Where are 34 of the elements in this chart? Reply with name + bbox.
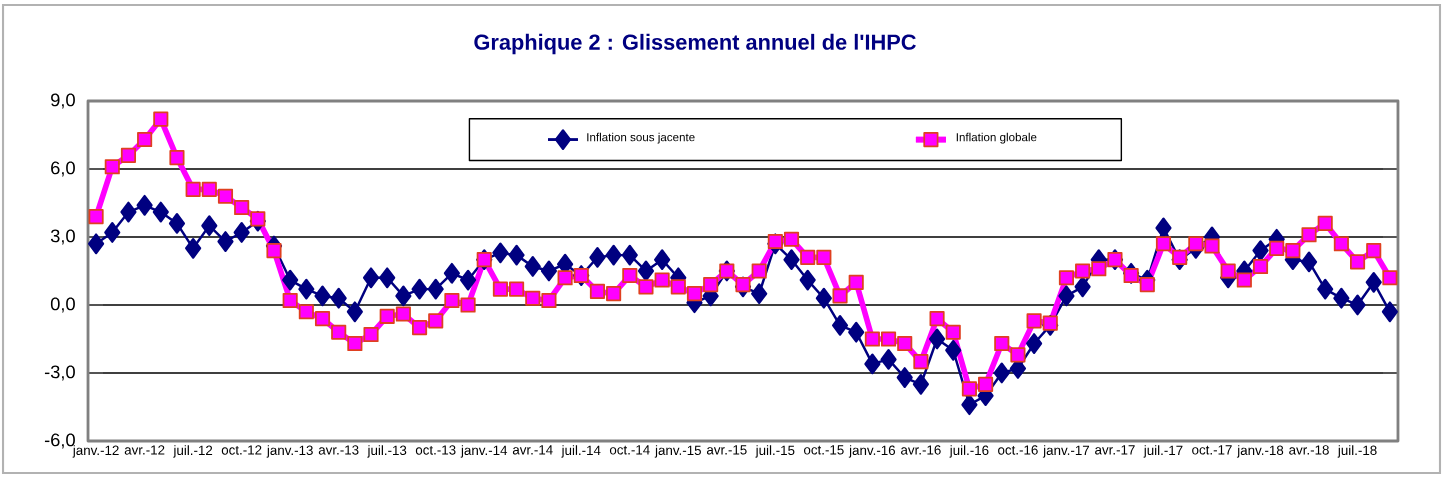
- y-tick-label: 6,0: [51, 161, 75, 177]
- x-tick-label: avr.-14: [512, 445, 553, 455]
- x-tick-label: janv.-17: [1042, 445, 1089, 458]
- x-tick-label: juil.-17: [1143, 445, 1183, 458]
- chart-title: Graphique 2 : Glissement annuel de l'IHPC: [474, 33, 916, 55]
- x-tick-label: janv.-18: [1236, 445, 1284, 458]
- x-tick-label: oct.-16: [998, 445, 1038, 455]
- x-tick-label: juil.-12: [173, 445, 213, 458]
- x-tick-label: juil.-15: [755, 445, 795, 458]
- x-tick-label: avr.-16: [901, 445, 941, 455]
- x-tick-label: janv.-13: [266, 445, 313, 458]
- x-tick-label: oct.-14: [609, 445, 650, 455]
- y-tick-label: 9,0: [51, 93, 75, 109]
- x-tick-label: oct.-13: [415, 445, 456, 455]
- legend-label: Inflation globale: [956, 132, 1037, 144]
- y-tick-label: -3,0: [44, 365, 75, 381]
- x-tick-label: oct.-12: [221, 445, 262, 455]
- x-tick-label: janv.-15: [654, 445, 701, 458]
- y-tick-label: 3,0: [50, 229, 75, 245]
- x-tick-label: juil.-18: [1337, 445, 1377, 458]
- y-tick-label: 0,0: [50, 297, 75, 313]
- x-tick-label: oct.-17: [1192, 445, 1232, 455]
- x-tick-label: avr.-18: [1289, 445, 1329, 455]
- x-tick-label: avr.-12: [124, 445, 165, 455]
- x-tick-label: juil.-13: [367, 445, 407, 458]
- x-tick-label: janv.-14: [460, 445, 508, 458]
- x-tick-label: juil.-16: [949, 445, 989, 458]
- x-tick-label: avr.-15: [706, 445, 747, 455]
- legend-label: Inflation sous jacente: [587, 132, 695, 144]
- x-tick-label: juil.-14: [561, 445, 601, 458]
- x-tick-label: avr.-17: [1095, 445, 1135, 455]
- x-tick-label: janv.-16: [848, 445, 896, 458]
- x-tick-label: oct.-15: [804, 445, 844, 455]
- x-tick-label: avr.-13: [318, 445, 359, 455]
